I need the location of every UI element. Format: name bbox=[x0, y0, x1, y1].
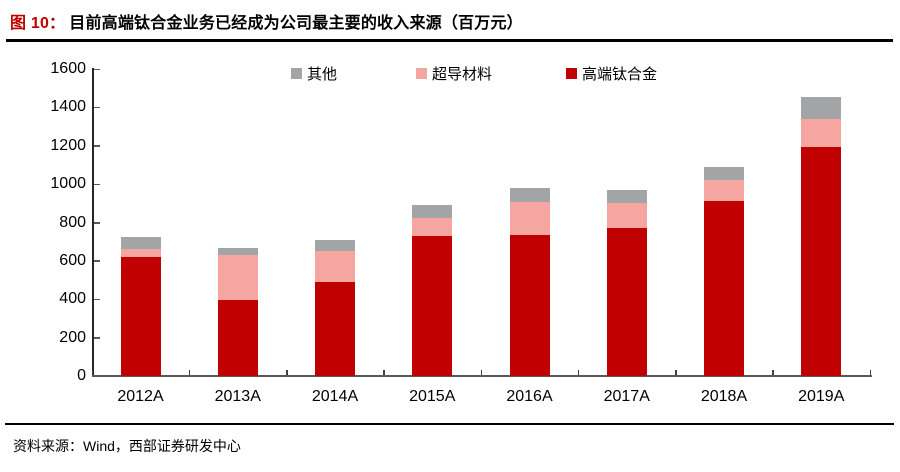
bar-segment-2016A-其他 bbox=[510, 188, 550, 202]
legend-item-other: 其他 bbox=[291, 64, 338, 83]
bar-segment-2016A-超导材料 bbox=[510, 202, 550, 235]
legend-label-superconductor: 超导材料 bbox=[432, 65, 493, 83]
bar-segment-2018A-其他 bbox=[704, 167, 744, 180]
x-axis-label: 2014A bbox=[311, 388, 359, 405]
bar-segment-2018A-超导材料 bbox=[704, 180, 744, 201]
bar-segment-2017A-其他 bbox=[607, 190, 647, 203]
y-axis-label: 1000 bbox=[50, 175, 86, 193]
bar-segment-2019A-其他 bbox=[801, 97, 841, 119]
x-axis-label: 2019A bbox=[798, 388, 845, 405]
bar-segment-2019A-高端钛合金 bbox=[801, 147, 841, 376]
bar-segment-2017A-高端钛合金 bbox=[607, 228, 647, 376]
legend-swatch-titanium bbox=[566, 67, 577, 79]
x-axis-tick bbox=[772, 370, 774, 375]
x-axis-tick bbox=[91, 370, 93, 375]
y-axis-label: 1600 bbox=[50, 60, 86, 77]
legend-item-superconductor: 超导材料 bbox=[416, 64, 493, 83]
x-axis-line bbox=[92, 375, 872, 377]
x-axis-label: 2013A bbox=[214, 388, 261, 405]
bar-segment-2015A-超导材料 bbox=[412, 218, 452, 236]
figure-number: 图 10： bbox=[10, 15, 66, 32]
y-axis-tick bbox=[94, 145, 100, 147]
title-divider-line bbox=[6, 39, 893, 42]
bar-segment-2019A-超导材料 bbox=[801, 119, 841, 147]
x-axis-label: 2017A bbox=[603, 388, 650, 405]
x-axis-label: 2012A bbox=[117, 388, 164, 405]
source-note: 资料来源：Wind，西部证券研发中心 bbox=[13, 438, 241, 454]
footer-divider-line bbox=[5, 423, 894, 425]
y-axis-label: 1400 bbox=[50, 98, 86, 116]
y-axis-label: 800 bbox=[59, 213, 86, 231]
y-axis-tick bbox=[94, 298, 100, 301]
x-axis-tick bbox=[675, 370, 677, 375]
x-axis-label: 2018A bbox=[700, 388, 748, 405]
bar-segment-2016A-高端钛合金 bbox=[510, 235, 550, 376]
x-axis-label: 2015A bbox=[409, 388, 456, 405]
bar-segment-2018A-高端钛合金 bbox=[704, 201, 744, 376]
bar-segment-2012A-其他 bbox=[121, 237, 161, 249]
y-axis-tick bbox=[94, 68, 100, 70]
x-axis-tick bbox=[577, 370, 580, 375]
x-axis-tick bbox=[286, 370, 288, 375]
y-axis-tick bbox=[94, 222, 100, 224]
bar-segment-2013A-其他 bbox=[218, 248, 258, 255]
y-axis-label: 200 bbox=[59, 328, 86, 346]
legend-label-other: 其他 bbox=[307, 65, 338, 83]
legend-label-titanium: 高端钛合金 bbox=[582, 65, 658, 83]
y-axis-label: 400 bbox=[59, 290, 86, 308]
bar-segment-2015A-其他 bbox=[412, 205, 452, 218]
legend-item-titanium: 高端钛合金 bbox=[566, 64, 658, 83]
x-axis-tick bbox=[188, 370, 191, 375]
y-axis-label: 1200 bbox=[50, 136, 86, 154]
bar-segment-2013A-高端钛合金 bbox=[218, 300, 258, 376]
y-axis-tick bbox=[94, 183, 100, 186]
bar-segment-2014A-超导材料 bbox=[315, 251, 355, 282]
y-axis-tick bbox=[94, 337, 100, 339]
figure-title-text: 目前高端钛合金业务已经成为公司最主要的收入来源（百万元） bbox=[69, 15, 523, 32]
figure-title: 图 10： 目前高端钛合金业务已经成为公司最主要的收入来源（百万元） bbox=[10, 9, 523, 33]
bar-segment-2012A-高端钛合金 bbox=[121, 257, 161, 376]
bar-segment-2017A-超导材料 bbox=[607, 203, 647, 228]
legend-swatch-superconductor bbox=[416, 67, 427, 79]
y-axis-label: 600 bbox=[59, 251, 86, 269]
y-axis-tick bbox=[94, 106, 100, 109]
x-axis-tick bbox=[869, 370, 871, 375]
y-axis-line bbox=[92, 68, 94, 377]
y-axis-tick bbox=[94, 260, 100, 262]
bar-segment-2014A-高端钛合金 bbox=[315, 282, 355, 376]
x-axis-label: 2016A bbox=[506, 388, 553, 405]
y-axis-label: 0 bbox=[77, 367, 86, 384]
bar-segment-2014A-其他 bbox=[315, 240, 355, 251]
x-axis-tick bbox=[480, 370, 482, 375]
legend-swatch-other bbox=[291, 67, 302, 79]
x-axis-tick bbox=[383, 370, 385, 375]
bar-segment-2015A-高端钛合金 bbox=[412, 236, 452, 376]
bar-segment-2012A-超导材料 bbox=[121, 249, 161, 257]
bar-segment-2013A-超导材料 bbox=[218, 255, 258, 300]
